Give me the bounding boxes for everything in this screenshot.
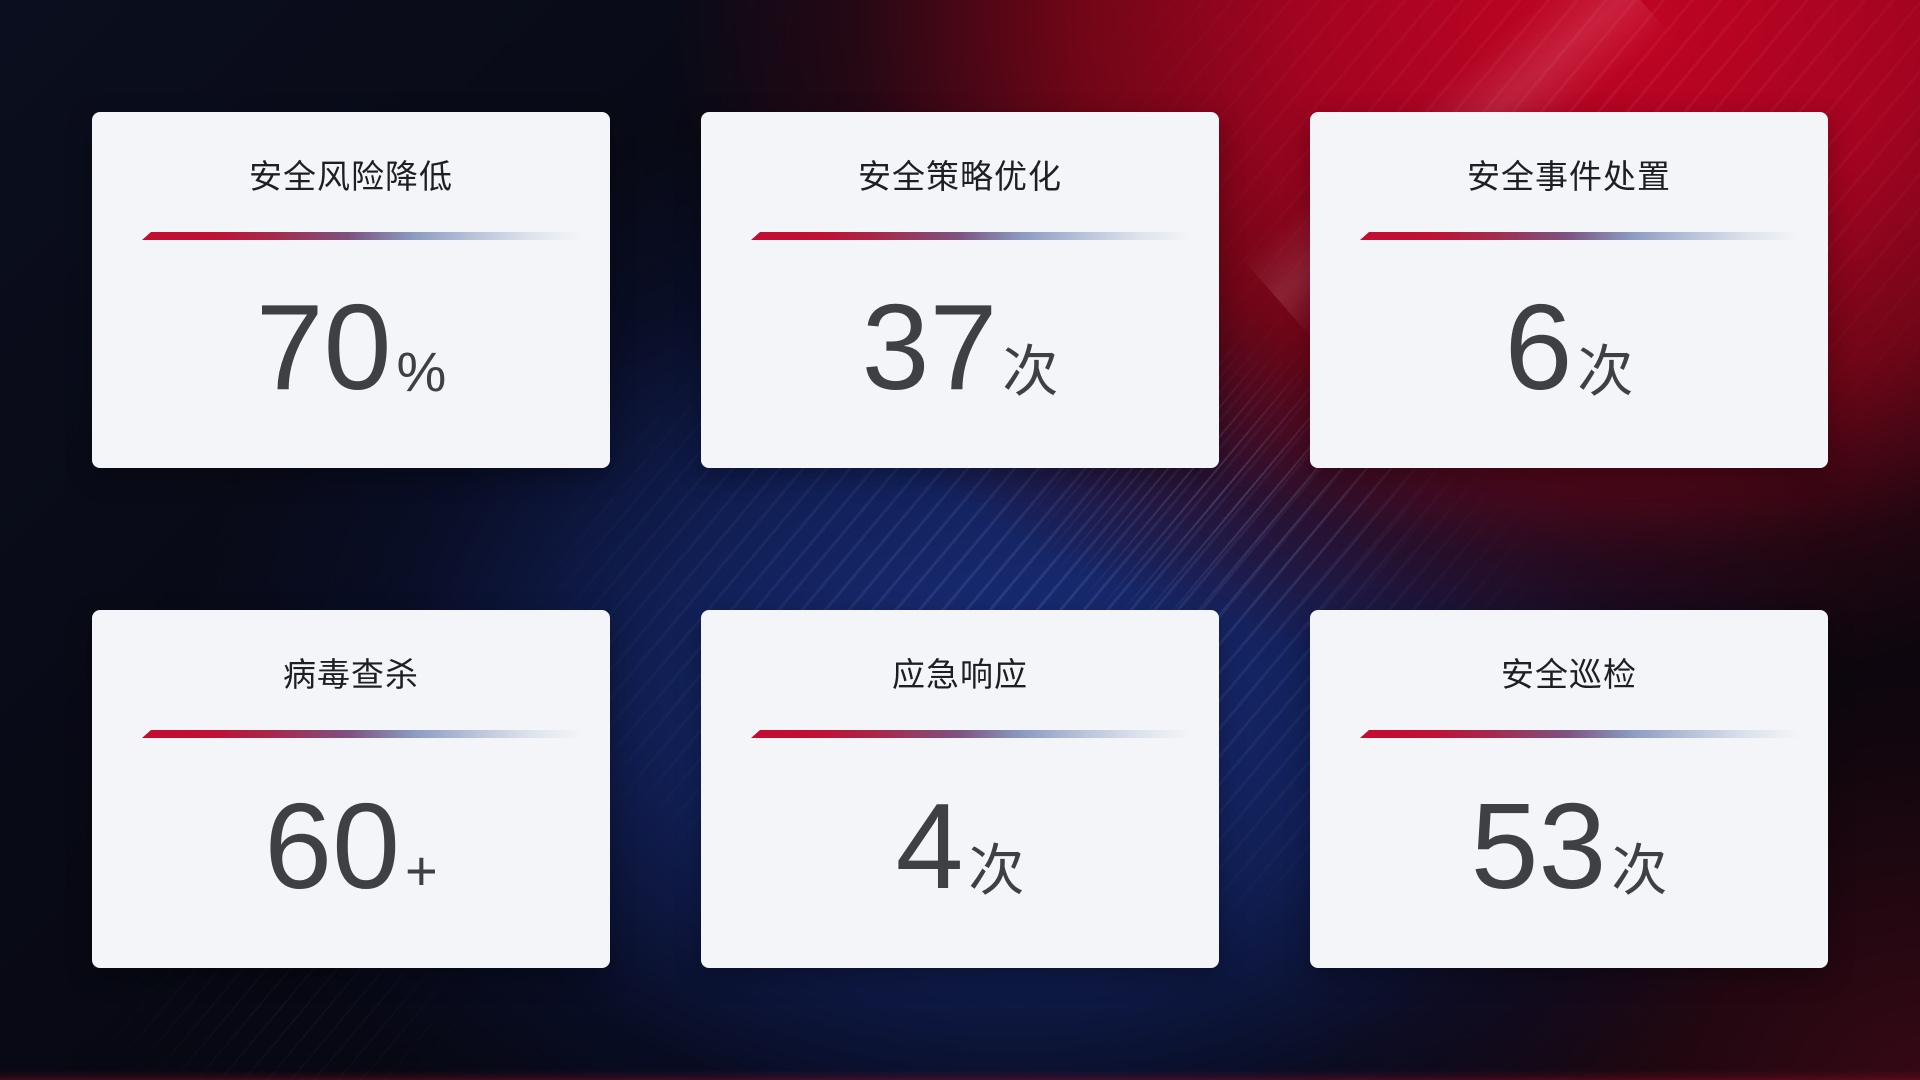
stat-card-virus-scan: 病毒查杀 60 + [92,610,610,968]
card-value-row: 6 次 [1310,240,1828,468]
gradient-divider [751,730,1191,738]
card-title: 安全风险降低 [249,158,453,195]
card-title: 应急响应 [892,656,1028,693]
card-unit: % [396,340,447,403]
card-unit: 次 [1002,340,1059,403]
card-value: 60 [264,778,400,914]
card-title: 病毒查杀 [283,656,419,693]
card-value-row: 53 次 [1310,738,1828,968]
card-value-row: 60 + [92,738,610,968]
card-value-row: 70 % [92,240,610,468]
card-value: 6 [1504,279,1573,415]
card-value: 70 [255,279,392,415]
gradient-divider [142,730,582,738]
card-title: 安全策略优化 [858,158,1062,195]
card-unit: + [405,839,438,902]
card-value: 37 [861,279,998,415]
card-value: 53 [1470,778,1607,914]
gradient-divider [1360,232,1800,240]
card-value-row: 4 次 [701,738,1219,968]
gradient-divider [142,232,582,240]
card-value-row: 37 次 [701,240,1219,468]
card-unit: 次 [1577,340,1634,403]
stat-card-emergency-response: 应急响应 4 次 [701,610,1219,968]
stat-card-risk-reduction: 安全风险降低 70 % [92,112,610,468]
card-title: 安全事件处置 [1467,158,1671,195]
card-title: 安全巡检 [1501,656,1637,693]
card-unit: 次 [1611,839,1668,902]
card-unit: 次 [968,839,1025,902]
gradient-divider [1360,730,1800,738]
stat-cards-grid: 安全风险降低 70 % 安全策略优化 37 次 安全事件处置 [92,112,1828,968]
stat-card-incident-handling: 安全事件处置 6 次 [1310,112,1828,468]
card-value: 4 [895,778,964,914]
stat-card-policy-optimization: 安全策略优化 37 次 [701,112,1219,468]
stat-card-security-inspection: 安全巡检 53 次 [1310,610,1828,968]
gradient-divider [751,232,1191,240]
